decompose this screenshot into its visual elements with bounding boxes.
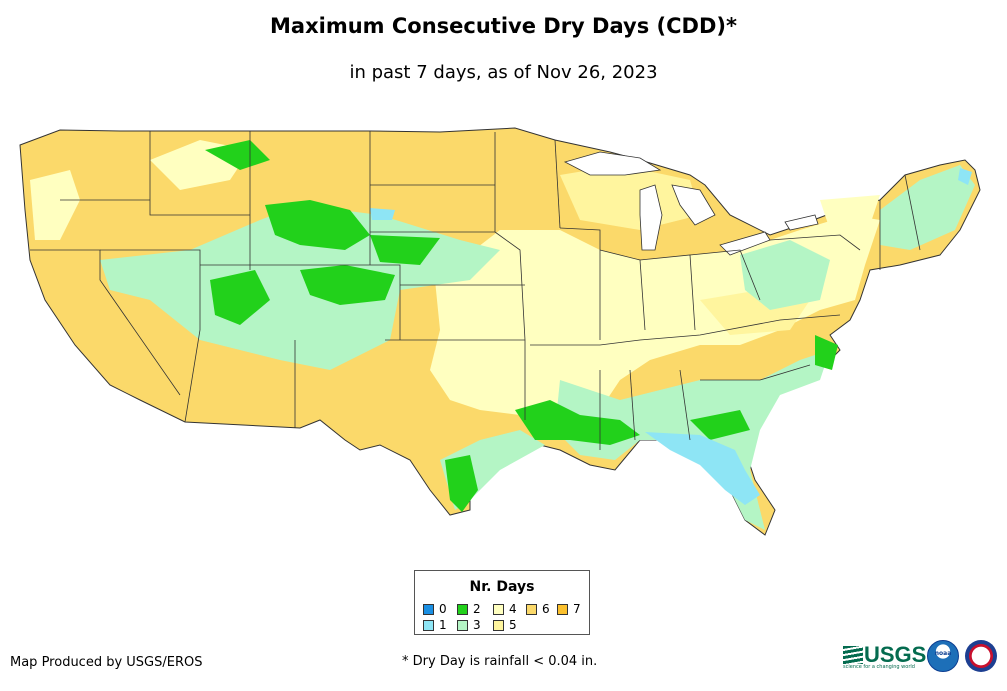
region-4-days-northeast bbox=[820, 195, 880, 230]
usgs-logo: USGS bbox=[843, 642, 926, 668]
legend-label-6: 6 bbox=[542, 602, 550, 616]
usgs-tagline: science for a changing world bbox=[843, 664, 915, 670]
usgs-logo-text: USGS bbox=[864, 642, 927, 667]
lake-huron bbox=[671, 184, 716, 226]
lake-michigan bbox=[639, 184, 663, 251]
legend-item-3: 3 bbox=[457, 618, 481, 632]
region-2-days-texas bbox=[445, 455, 478, 512]
legend-swatch-7 bbox=[557, 603, 568, 615]
region-3-days-appalachia bbox=[740, 240, 830, 310]
region-2-days-northwest bbox=[205, 140, 270, 170]
legend-label-0: 0 bbox=[439, 602, 447, 616]
legend-item-4: 4 bbox=[493, 602, 517, 616]
agency-logos: USGS science for a changing world noaa bbox=[843, 638, 1003, 678]
legend-item-2: 2 bbox=[457, 602, 481, 616]
state-boundaries bbox=[30, 131, 921, 450]
usgs-mark-icon bbox=[843, 646, 863, 664]
legend-item-5: 5 bbox=[493, 618, 517, 632]
legend-item-6: 6 bbox=[526, 602, 550, 616]
region-1-day-wyoming bbox=[370, 208, 395, 220]
legend-swatch-4 bbox=[493, 603, 504, 615]
region-1-day-maine bbox=[958, 168, 972, 185]
dry-day-footnote: * Dry Day is rainfall < 0.04 in. bbox=[402, 654, 598, 669]
lake-ontario bbox=[784, 214, 819, 231]
region-2-days-georgia bbox=[690, 410, 750, 440]
legend-swatch-2 bbox=[457, 603, 468, 615]
region-2-days-carolina bbox=[815, 335, 838, 370]
map-title: Maximum Consecutive Dry Days (CDD)* bbox=[270, 14, 737, 38]
region-2-days-nebraska bbox=[370, 235, 440, 265]
region-5-days-midwest bbox=[560, 165, 700, 230]
legend-label-5: 5 bbox=[509, 618, 517, 632]
us-dry-days-map bbox=[19, 127, 981, 536]
region-2-days-colorado bbox=[300, 265, 395, 305]
map-subtitle: in past 7 days, as of Nov 26, 2023 bbox=[349, 62, 658, 83]
region-4-days-northwest bbox=[30, 170, 80, 240]
map-credit: Map Produced by USGS/EROS bbox=[10, 655, 203, 670]
region-2-days-louisiana bbox=[515, 400, 640, 445]
map-legend: Nr. Days 0 1 2 3 4 5 6 7 bbox=[414, 570, 590, 635]
legend-title: Nr. Days bbox=[469, 579, 535, 595]
legend-swatch-1 bbox=[423, 619, 434, 631]
legend-label-2: 2 bbox=[473, 602, 481, 616]
lake-superior bbox=[563, 151, 662, 176]
legend-label-7: 7 bbox=[573, 602, 581, 616]
region-2-days-wyoming bbox=[265, 200, 370, 250]
legend-item-1: 1 bbox=[423, 618, 447, 632]
legend-item-7: 7 bbox=[557, 602, 581, 616]
nws-logo-icon bbox=[965, 640, 997, 672]
legend-swatch-6 bbox=[526, 603, 537, 615]
region-3-days-new-england bbox=[880, 165, 975, 250]
noaa-logo-text: noaa bbox=[934, 649, 952, 657]
region-2-days-utah bbox=[210, 270, 270, 325]
legend-label-1: 1 bbox=[439, 618, 447, 632]
legend-swatch-3 bbox=[457, 619, 468, 631]
legend-swatch-5 bbox=[493, 619, 504, 631]
region-1-day-florida bbox=[645, 432, 760, 505]
legend-swatch-0 bbox=[423, 603, 434, 615]
legend-item-0: 0 bbox=[423, 602, 447, 616]
noaa-logo-icon: noaa bbox=[927, 640, 959, 672]
legend-label-4: 4 bbox=[509, 602, 517, 616]
legend-label-3: 3 bbox=[473, 618, 481, 632]
